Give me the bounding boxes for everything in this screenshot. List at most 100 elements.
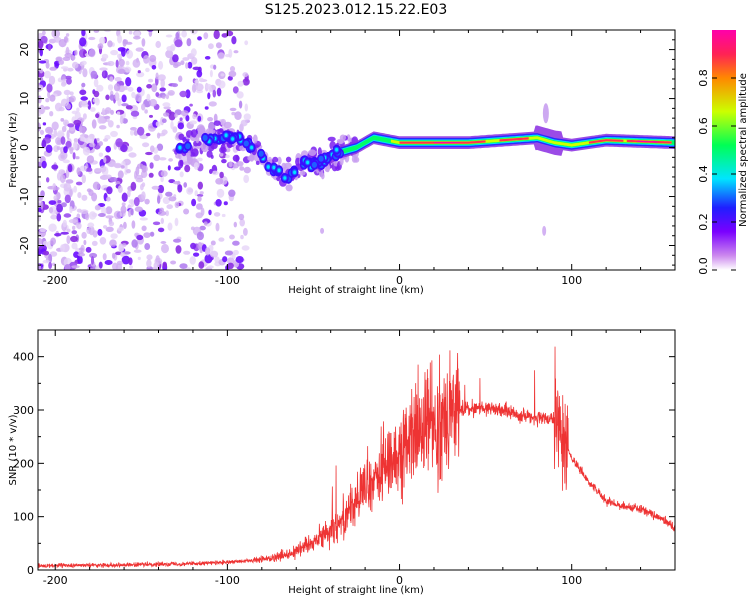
spectrogram-noise-blob [90, 70, 98, 79]
spectrogram-noise-blob [125, 77, 132, 87]
spectrogram-noise-blob [64, 121, 68, 127]
spectrogram-noise-blob [99, 237, 107, 245]
x-tick-label: -200 [43, 274, 68, 287]
spectrogram-noise-blob [53, 195, 58, 201]
spectrogram-noise-blob [159, 87, 166, 92]
spectrogram-noise-blob [171, 83, 178, 88]
spectrogram-noise-blob [63, 89, 71, 96]
spectrogram-noise-blob [235, 256, 244, 264]
spectrogram-noise-blob [204, 254, 213, 264]
spectrogram-noise-blob [117, 170, 124, 179]
spectrogram-noise-blob [130, 209, 134, 216]
spectrogram-noise-blob [167, 165, 171, 171]
spectrogram-noise-blob [241, 245, 250, 251]
spectrogram-noise-blob [134, 206, 143, 212]
spectrogram-noise-blob [85, 213, 90, 221]
spectrogram-noise-blob [141, 103, 146, 111]
spectrogram-y-label: Frequency (Hz) [8, 112, 19, 188]
y-tick-label: 400 [13, 351, 34, 364]
spectrogram-noise-blob [149, 114, 153, 118]
spectrogram-noise-blob [125, 105, 133, 110]
spectrogram-y-ticks: -20 -10 0 10 20 [18, 29, 675, 266]
ridge-pink-core [637, 140, 658, 143]
spectrogram-noise-blob [73, 185, 77, 193]
ridge-halo-blob [206, 150, 213, 158]
spectrogram-noise-blob [146, 93, 151, 102]
spectrogram-noise-blob [83, 239, 87, 246]
spectrogram-noise-blob [113, 83, 121, 92]
ridge-halo-blob [195, 134, 200, 144]
spectrogram-noise-blob [80, 96, 88, 101]
spectrogram-noise-blob [216, 188, 225, 198]
spectrogram-noise-blob [44, 70, 51, 79]
spectrogram-noise-blob [107, 161, 116, 168]
spectrogram-noise-blob [117, 34, 123, 44]
spectrogram-noise-blob [168, 158, 174, 162]
spectrogram-noise-blob [79, 136, 86, 142]
spectrogram-noise-blob [107, 40, 113, 48]
spectrogram-noise-blob [218, 80, 226, 89]
spectrogram-noise-blob [135, 174, 144, 180]
colorbar-ticks: 0.0 0.2 0.4 0.6 0.8 [697, 69, 736, 275]
spectrogram-noise-blob [72, 152, 76, 160]
spectrogram-noise-blob [232, 240, 240, 246]
spectrogram-noise-blob [86, 155, 95, 164]
spectrogram-noise-blob [142, 142, 150, 148]
spectrogram-noise-blob [66, 235, 71, 245]
spectrogram-noise-blob [141, 225, 147, 232]
spectrogram-noise-blob [126, 49, 134, 59]
spectrogram-noise-blob [144, 198, 150, 205]
spectrogram-noise-blob [146, 259, 152, 268]
spectrogram-noise-blob [128, 152, 137, 158]
spectrogram-noise-blob [227, 257, 235, 265]
spectrogram-noise-blob [207, 92, 211, 100]
spectrogram-noise-blob [38, 95, 42, 104]
spectrogram-noise-blob [118, 58, 125, 67]
spectrogram-noise-blob [90, 256, 95, 265]
spectrogram-noise-blob [133, 249, 142, 253]
spectrogram-noise-blob [115, 251, 122, 256]
spectrogram-noise-blob [79, 37, 87, 47]
spectrogram-noise-blob [109, 177, 118, 182]
spectrogram-noise-blob [189, 256, 196, 265]
spectrogram-noise-blob [130, 129, 134, 136]
spectrogram-noise-blob [115, 181, 121, 186]
spectrogram-noise-blob [114, 92, 120, 101]
spectrogram-noise-blob [239, 166, 245, 171]
spectrogram-noise-blob [107, 60, 115, 67]
spectrogram-noise-blob [110, 130, 118, 138]
spectrogram-noise-blob [101, 107, 106, 116]
ridge-pink-core [434, 142, 460, 144]
spectrogram-noise-blob [240, 119, 248, 127]
spectrogram-noise-blob [79, 165, 88, 172]
spectrogram-noise-blob [225, 154, 230, 159]
spectrogram-noise-blob [97, 43, 104, 50]
spectrogram-noise-blob [89, 107, 96, 112]
spectrogram-noise-blob [123, 221, 127, 229]
spectrogram-noise-blob [145, 151, 153, 156]
spectrogram-noise-blob [165, 210, 169, 217]
spectrogram-noise-blob [179, 90, 187, 98]
spectrogram-noise-blob [229, 66, 236, 72]
spectrogram-noise-blob [238, 213, 245, 221]
spectrogram-noise-blob [197, 36, 202, 41]
spectrogram-noise-blob [92, 181, 100, 190]
spectrogram-noise-blob [107, 120, 114, 128]
spectrogram-noise-blob [232, 86, 239, 94]
spectrogram-noise-blob [64, 52, 73, 58]
spectrogram-noise-blob [42, 30, 46, 36]
spectrogram-noise-blob [144, 243, 151, 250]
spectrogram-noise-blob [58, 153, 67, 162]
ridge-yellow-band [390, 136, 672, 147]
y-tick-label: -20 [18, 237, 31, 255]
ridge-halo-blob [327, 136, 336, 142]
spectrogram-noise-blob [224, 250, 233, 256]
spectrogram-noise-blob [145, 132, 151, 137]
spectrogram-noise-blob [136, 234, 144, 241]
spectrogram-noise-blob [160, 170, 168, 177]
spectrogram-noise-blob [158, 157, 167, 161]
spectrogram-noise-blob [233, 50, 239, 54]
spectrogram-noise-blob [179, 117, 183, 121]
spectrogram-noise-blob [195, 83, 204, 91]
ridge-red-core [399, 140, 486, 144]
